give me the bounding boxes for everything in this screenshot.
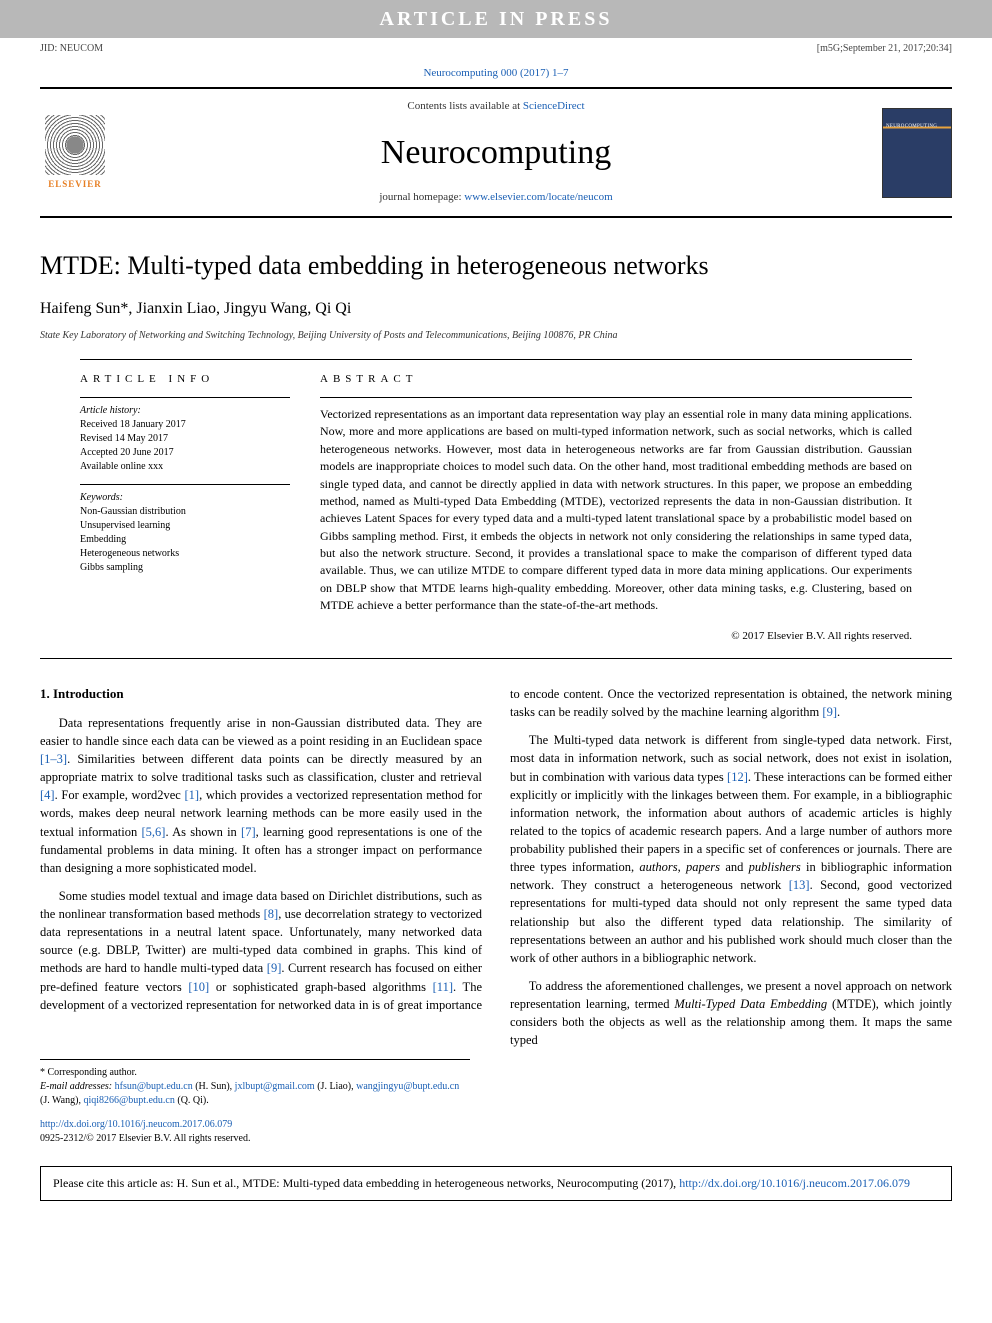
elsevier-tree-icon: [45, 115, 105, 175]
intro-p3: The Multi-typed data network is differen…: [510, 731, 952, 967]
footnotes: * Corresponding author. E-mail addresses…: [40, 1059, 470, 1108]
intro-heading: 1. Introduction: [40, 685, 482, 704]
doi-block: http://dx.doi.org/10.1016/j.neucom.2017.…: [40, 1118, 952, 1146]
accepted: Accepted 20 June 2017: [80, 446, 290, 460]
corresponding-author: * Corresponding author.: [40, 1066, 470, 1080]
keywords-label: Keywords:: [80, 491, 290, 505]
keyword: Non-Gaussian distribution: [80, 505, 290, 519]
homepage-line: journal homepage: www.elsevier.com/locat…: [110, 190, 882, 205]
email-link[interactable]: wangjingyu@bupt.edu.cn: [356, 1081, 459, 1092]
keyword: Heterogeneous networks: [80, 547, 290, 561]
ref-link[interactable]: [9]: [822, 705, 837, 719]
jid-row: JID: NEUCOM [m5G;September 21, 2017;20:3…: [0, 38, 992, 60]
email-link[interactable]: hfsun@bupt.edu.cn: [115, 1081, 193, 1092]
contents-line: Contents lists available at ScienceDirec…: [110, 99, 882, 114]
jid-right: [m5G;September 21, 2017;20:34]: [817, 42, 952, 56]
cite-footer: Please cite this article as: H. Sun et a…: [40, 1166, 952, 1201]
jid-left: JID: NEUCOM: [40, 42, 103, 56]
journal-title: Neurocomputing: [110, 129, 882, 177]
contents-prefix: Contents lists available at: [407, 100, 522, 112]
email-link[interactable]: qiqi8266@bupt.edu.cn: [83, 1095, 174, 1106]
article-info-col: ARTICLE INFO Article history: Received 1…: [80, 372, 290, 654]
journal-cover-thumb: [882, 108, 952, 198]
journal-header: ELSEVIER Contents lists available at Sci…: [40, 87, 952, 217]
intro-p1: Data representations frequently arise in…: [40, 714, 482, 877]
authors: Haifeng Sun*, Jianxin Liao, Jingyu Wang,…: [40, 298, 952, 320]
citation-link[interactable]: Neurocomputing 000 (2017) 1–7: [0, 60, 992, 87]
email-link[interactable]: jxlbupt@gmail.com: [235, 1081, 315, 1092]
ref-link[interactable]: [8]: [264, 907, 279, 921]
article-in-press-banner: ARTICLE IN PRESS: [0, 0, 992, 38]
cite-prefix: Please cite this article as: H. Sun et a…: [53, 1176, 679, 1190]
email-addresses: E-mail addresses: hfsun@bupt.edu.cn (H. …: [40, 1080, 470, 1108]
keyword: Embedding: [80, 533, 290, 547]
keyword: Unsupervised learning: [80, 519, 290, 533]
abstract-copyright: © 2017 Elsevier B.V. All rights reserved…: [320, 629, 912, 654]
ref-link[interactable]: [10]: [188, 980, 209, 994]
keyword: Gibbs sampling: [80, 561, 290, 575]
ref-link[interactable]: [9]: [267, 961, 282, 975]
revised: Revised 14 May 2017: [80, 432, 290, 446]
ref-link[interactable]: [5,6]: [141, 825, 165, 839]
keywords-block: Keywords: Non-Gaussian distribution Unsu…: [80, 484, 290, 575]
article-head: MTDE: Multi-typed data embedding in hete…: [40, 248, 952, 343]
cite-doi-link[interactable]: http://dx.doi.org/10.1016/j.neucom.2017.…: [679, 1176, 910, 1190]
abstract-col: ABSTRACT Vectorized representations as a…: [320, 372, 912, 654]
ref-link[interactable]: [12]: [727, 770, 748, 784]
history-block: Article history: Received 18 January 201…: [80, 397, 290, 474]
citation-link-a[interactable]: Neurocomputing 000 (2017) 1–7: [423, 67, 568, 79]
abstract-text: Vectorized representations as an importa…: [320, 397, 912, 615]
elsevier-logo: ELSEVIER: [40, 113, 110, 193]
affiliation: State Key Laboratory of Networking and S…: [40, 329, 952, 343]
elsevier-label: ELSEVIER: [48, 178, 102, 191]
intro-p4: To address the aforementioned challenges…: [510, 977, 952, 1050]
ref-link[interactable]: [1]: [185, 788, 200, 802]
available-online: Available online xxx: [80, 460, 290, 474]
meta-abstract-row: ARTICLE INFO Article history: Received 1…: [80, 359, 912, 654]
ref-link[interactable]: [11]: [433, 980, 453, 994]
ref-link[interactable]: [13]: [789, 878, 810, 892]
homepage-prefix: journal homepage:: [379, 191, 464, 203]
abstract-label: ABSTRACT: [320, 372, 912, 387]
doi-link[interactable]: http://dx.doi.org/10.1016/j.neucom.2017.…: [40, 1119, 232, 1130]
sciencedirect-link[interactable]: ScienceDirect: [523, 100, 585, 112]
ref-link[interactable]: [1–3]: [40, 752, 67, 766]
ref-link[interactable]: [7]: [241, 825, 256, 839]
ref-link[interactable]: [4]: [40, 788, 55, 802]
issn-copyright: 0925-2312/© 2017 Elsevier B.V. All right…: [40, 1132, 952, 1146]
article-title: MTDE: Multi-typed data embedding in hete…: [40, 248, 952, 284]
received: Received 18 January 2017: [80, 418, 290, 432]
body-columns: 1. Introduction Data representations fre…: [40, 685, 952, 1049]
homepage-link[interactable]: www.elsevier.com/locate/neucom: [464, 191, 612, 203]
history-label: Article history:: [80, 404, 290, 418]
article-info-label: ARTICLE INFO: [80, 372, 290, 387]
